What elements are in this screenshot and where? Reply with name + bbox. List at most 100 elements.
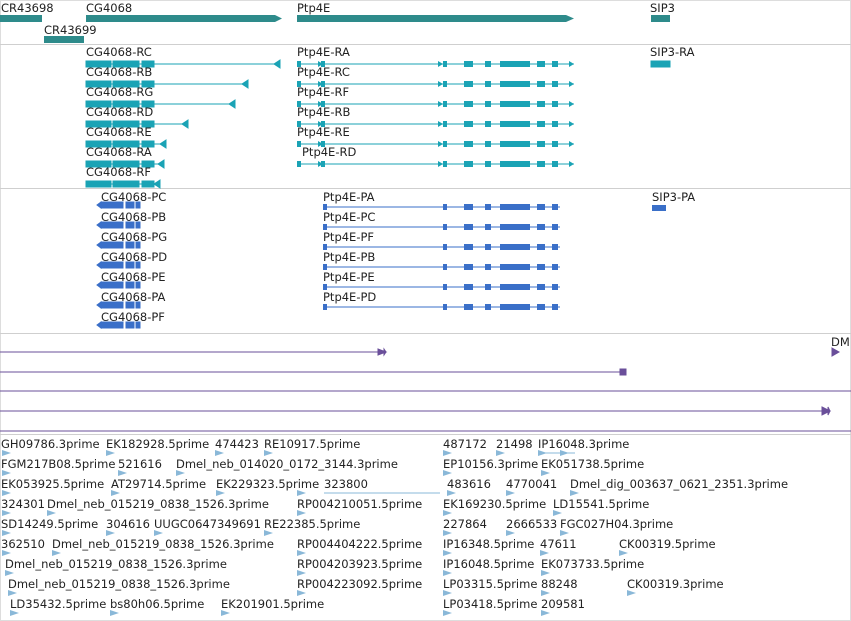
- est-label[interactable]: Dmel_neb_015219_0838_1526.3prime: [47, 497, 269, 511]
- gene-label-cr43699[interactable]: CR43699: [44, 23, 97, 37]
- est-label[interactable]: 227864: [443, 517, 487, 531]
- est-label[interactable]: Dmel_neb_014020_0172_3144.3prime: [176, 457, 398, 471]
- gene-bar-ptp4e: [297, 15, 574, 22]
- protein-label[interactable]: CG4068-PB: [101, 210, 167, 224]
- est-label[interactable]: FGC027H04.3prime: [560, 517, 674, 531]
- gene-bar-sip3: [651, 15, 670, 22]
- track-separator: [0, 434, 851, 435]
- est-label[interactable]: EK229323.5prime: [216, 477, 320, 491]
- transcript-label[interactable]: Ptp4E-RE: [297, 125, 350, 139]
- est-label[interactable]: EK073733.5prime: [541, 557, 645, 571]
- est-label[interactable]: EK201901.5prime: [221, 597, 325, 611]
- gene-label-cg4068[interactable]: CG4068: [86, 1, 133, 15]
- protein-label[interactable]: CG4068-PF: [101, 310, 165, 324]
- est-label[interactable]: Dmel_dig_003637_0621_2351.3prime: [570, 477, 789, 491]
- gene-label-cr43698[interactable]: CR43698: [1, 1, 54, 15]
- protein-label[interactable]: Ptp4E-PC: [323, 210, 376, 224]
- est-label[interactable]: Dmel_neb_015219_0838_1526.3prime: [5, 557, 227, 571]
- est-label[interactable]: Dmel_neb_015219_0838_1526.3prime: [52, 537, 274, 551]
- transcript-label[interactable]: CG4068-RF: [86, 165, 151, 179]
- protein-label[interactable]: CG4068-PD: [101, 250, 168, 264]
- gene-label-sip3[interactable]: SIP3: [650, 1, 675, 15]
- transcript-label[interactable]: Ptp4E-RC: [297, 65, 350, 79]
- est-label[interactable]: 323800: [324, 477, 368, 491]
- protein-label[interactable]: CG4068-PC: [101, 190, 167, 204]
- est-label[interactable]: EK051738.5prime: [541, 457, 645, 471]
- transcript-label[interactable]: Ptp4E-RA: [297, 45, 350, 59]
- est-label[interactable]: IP16348.5prime: [443, 537, 535, 551]
- gene-glyphs: [0, 15, 670, 43]
- ptp4e-transcript-glyphs: [297, 61, 574, 167]
- est-label[interactable]: AT29714.5prime: [111, 477, 207, 491]
- est-label[interactable]: 474423: [215, 437, 259, 451]
- protein-label[interactable]: Ptp4E-PE: [323, 270, 375, 284]
- transcript-glyphs: [85, 59, 671, 189]
- est-label[interactable]: RP004404222.5prime: [297, 537, 423, 551]
- est-label[interactable]: 209581: [541, 597, 585, 611]
- est-label[interactable]: 362510: [1, 537, 45, 551]
- est-label[interactable]: 324301: [1, 497, 45, 511]
- est-label[interactable]: 304616: [106, 517, 150, 531]
- est-label[interactable]: EK182928.5prime: [106, 437, 210, 451]
- est-label[interactable]: RP004203923.5prime: [297, 557, 423, 571]
- est-label[interactable]: GH09786.3prime: [1, 437, 100, 451]
- est-label[interactable]: IP16048.3prime: [538, 437, 630, 451]
- cg4068-protein-glyphs: [96, 201, 141, 329]
- est-label[interactable]: 47611: [540, 537, 577, 551]
- protein-label[interactable]: Ptp4E-PA: [323, 190, 375, 204]
- transcript-label[interactable]: CG4068-RG: [86, 85, 154, 99]
- protein-label[interactable]: Ptp4E-PD: [323, 290, 377, 304]
- protein-label[interactable]: Ptp4E-PF: [323, 230, 375, 244]
- protein-label[interactable]: CG4068-PG: [101, 230, 168, 244]
- est-label[interactable]: EK169230.5prime: [443, 497, 547, 511]
- est-label[interactable]: LP03315.5prime: [443, 577, 538, 591]
- protein-label[interactable]: CG4068-PA: [101, 290, 166, 304]
- est-label[interactable]: 88248: [541, 577, 578, 591]
- transcript-label[interactable]: CG4068-RA: [86, 145, 152, 159]
- transcript-label[interactable]: Ptp4E-RB: [297, 105, 351, 119]
- gene-label-ptp4e[interactable]: Ptp4E: [297, 1, 331, 15]
- est-label[interactable]: SD14249.5prime: [1, 517, 99, 531]
- est-label[interactable]: 487172: [443, 437, 487, 451]
- track-separator: [0, 188, 851, 189]
- est-label[interactable]: bs80h06.5prime: [110, 597, 205, 611]
- est-label[interactable]: CK00319.5prime: [619, 537, 716, 551]
- est-label[interactable]: 483616: [447, 477, 491, 491]
- track-separator: [0, 333, 851, 334]
- transcript-label[interactable]: Ptp4E-RD: [302, 145, 357, 159]
- est-label[interactable]: RE10917.5prime: [264, 437, 361, 451]
- est-label[interactable]: EP10156.3prime: [443, 457, 539, 471]
- protein-glyphs: [96, 201, 666, 329]
- transcript-label[interactable]: Ptp4E-RF: [297, 85, 350, 99]
- est-label[interactable]: FGM217B08.5prime: [1, 457, 116, 471]
- est-label[interactable]: LD15541.5prime: [553, 497, 650, 511]
- est-label[interactable]: CK00319.3prime: [627, 577, 724, 591]
- est-label[interactable]: EK053925.5prime: [1, 477, 105, 491]
- alignment-label-dm[interactable]: DM: [831, 335, 850, 349]
- est-label[interactable]: 2666533: [506, 517, 558, 531]
- est-label[interactable]: IP16048.5prime: [443, 557, 535, 571]
- transcript-label[interactable]: CG4068-RD: [86, 105, 154, 119]
- gene-bar-cr43699: [44, 36, 84, 43]
- est-label[interactable]: UUGC0647349691: [154, 517, 261, 531]
- est-label[interactable]: LD35432.5prime: [10, 597, 107, 611]
- transcript-label[interactable]: CG4068-RB: [86, 65, 153, 79]
- est-label[interactable]: 521616: [118, 457, 162, 471]
- transcript-label[interactable]: CG4068-RC: [86, 45, 152, 59]
- est-label[interactable]: 21498: [496, 437, 533, 451]
- est-label[interactable]: RE22385.5prime: [264, 517, 361, 531]
- est-label[interactable]: LP03418.5prime: [443, 597, 538, 611]
- transcript-label[interactable]: SIP3-RA: [650, 45, 695, 59]
- alignment-glyphs: [0, 347, 851, 432]
- est-label[interactable]: RP004210051.5prime: [297, 497, 423, 511]
- track-separator: [0, 44, 851, 45]
- protein-label[interactable]: CG4068-PE: [101, 270, 166, 284]
- transcript-label[interactable]: CG4068-RE: [86, 125, 152, 139]
- est-label[interactable]: RP004223092.5prime: [297, 577, 423, 591]
- est-label[interactable]: 4770041: [506, 477, 558, 491]
- protein-label[interactable]: Ptp4E-PB: [323, 250, 376, 264]
- est-label[interactable]: Dmel_neb_015219_0838_1526.3prime: [8, 577, 230, 591]
- est-glyphs: [2, 450, 636, 616]
- protein-label[interactable]: SIP3-PA: [652, 190, 696, 204]
